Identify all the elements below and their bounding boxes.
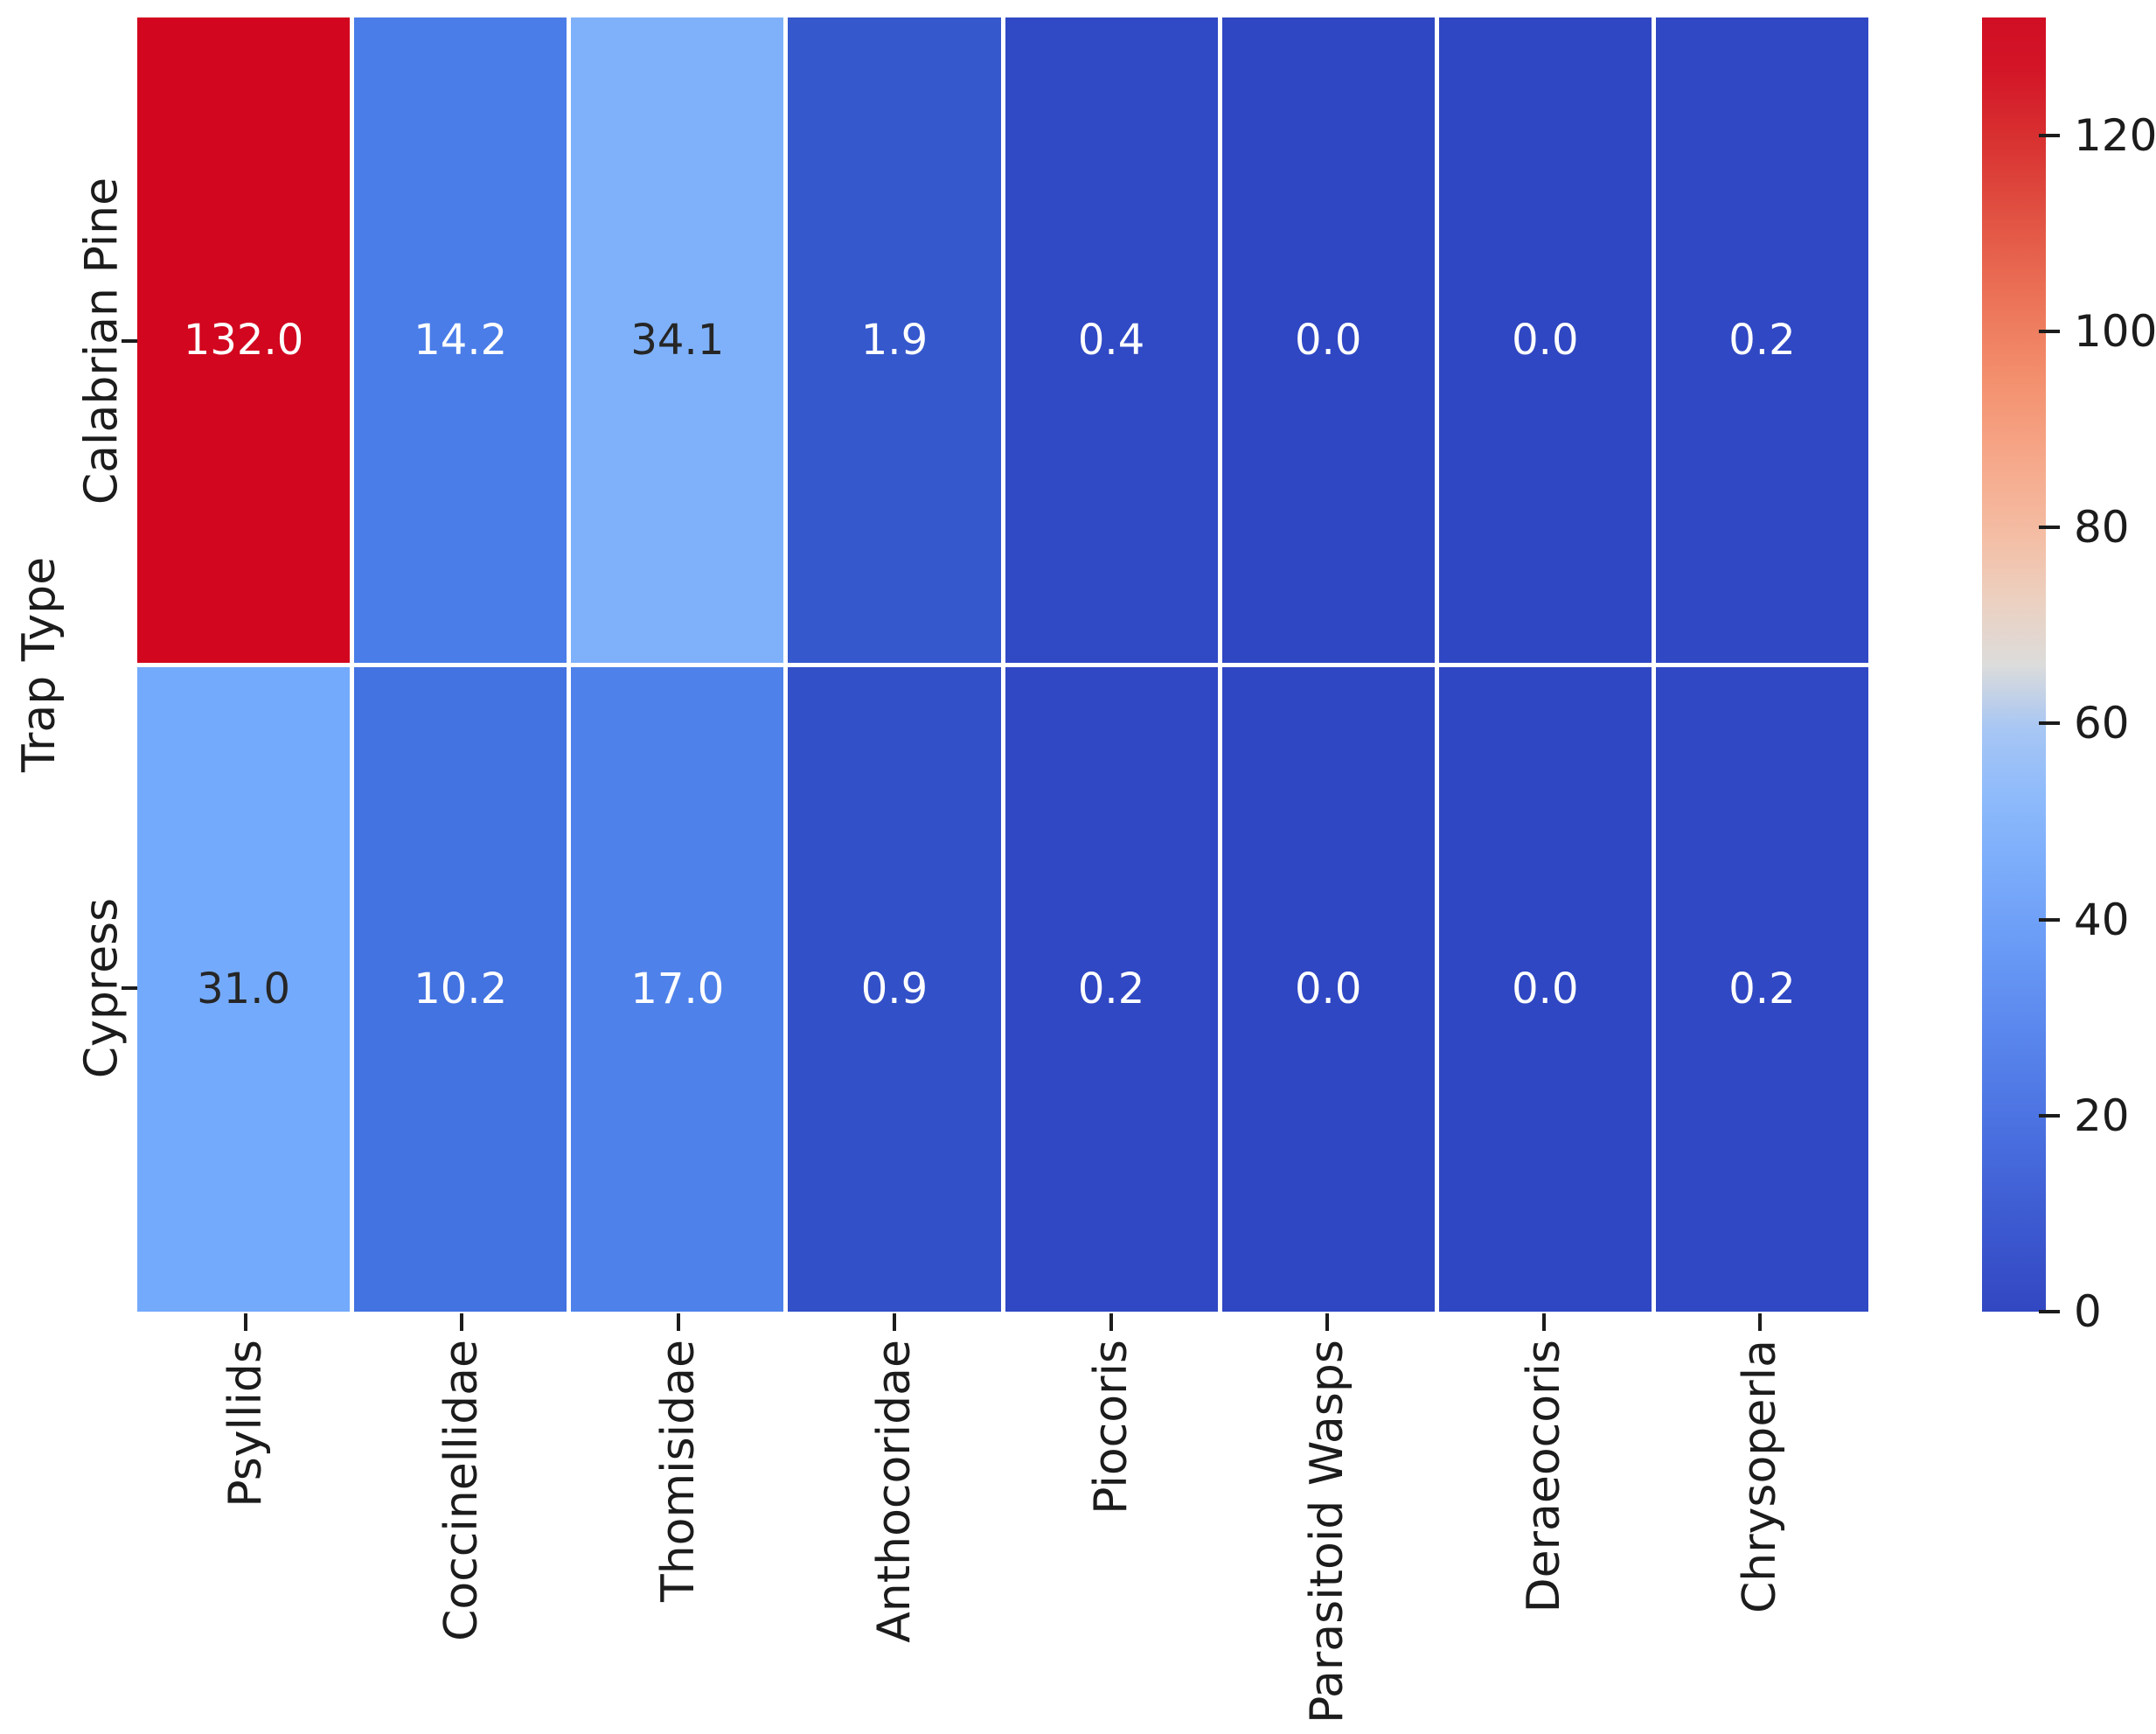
x-tick-mark [1541,1313,1546,1331]
x-tick-mark [1109,1313,1113,1331]
cell-value-label: 17.0 [630,964,725,1014]
cell-value-label: 0.0 [1512,315,1579,365]
heatmap-cell: 0.2 [1655,17,1868,663]
heatmap-cell: 34.1 [571,17,784,663]
colorbar-tick-label: 20 [2074,1090,2130,1141]
x-tick-label: Psyllids [219,1340,272,1508]
cell-value-label: 34.1 [630,315,725,365]
x-tick-mark [460,1313,464,1331]
x-tick-label: Anthocoridae [868,1340,922,1643]
heatmap-cell: 10.2 [354,666,567,1312]
cell-value-label: 0.4 [1077,315,1145,365]
x-tick-label: Thomisidae [651,1340,705,1603]
heatmap-cell: 0.9 [788,666,1001,1312]
cell-value-label: 10.2 [414,964,508,1014]
colorbar-tick-mark [2039,526,2060,530]
colorbar-tick-mark [2039,917,2060,922]
x-tick-label: Chrysoperla [1734,1340,1787,1614]
heatmap-cell: 0.0 [1221,17,1435,663]
heatmap-cell: 31.0 [137,666,351,1312]
colorbar-tick-mark [2039,1310,2060,1313]
y-tick-mark [122,339,137,343]
x-tick-mark [1758,1313,1763,1331]
colorbar-tick-mark [2039,1113,2060,1118]
cell-value-label: 0.2 [1077,964,1145,1014]
heatmap-cell: 0.0 [1221,666,1435,1312]
heatmap-cell: 0.0 [1438,17,1652,663]
heatmap-cell: 17.0 [571,666,784,1312]
y-axis-title: Trap Type [13,556,66,773]
x-tick-mark [893,1313,897,1331]
cell-value-label: 132.0 [183,315,304,365]
y-tick-mark [122,986,137,990]
cell-value-label: 14.2 [414,315,508,365]
x-tick-label: Piocoris [1084,1340,1137,1515]
heatmap-grid: 132.0 14.2 34.1 1.9 0.4 0.0 0.0 0.2 31.0 10.2 17.0… [137,17,1868,1312]
colorbar-tick-label: 100 [2074,305,2156,357]
colorbar-tick-mark [2039,329,2060,333]
x-tick-label: Coccinellidae [435,1340,489,1641]
cell-value-label: 0.0 [1295,315,1362,365]
x-tick-label: Parasitoid Wasps [1301,1340,1354,1724]
cell-value-label: 0.2 [1728,964,1796,1014]
colorbar-tick-label: 0 [2074,1286,2102,1337]
colorbar-tick-label: 120 [2074,109,2156,161]
heatmap-cell: 14.2 [354,17,567,663]
colorbar-tick-mark [2039,133,2060,137]
heatmap-cell: 1.9 [788,17,1001,663]
cell-value-label: 31.0 [197,964,290,1014]
heatmap-cell: 0.4 [1005,17,1218,663]
heatmap-cell: 132.0 [137,17,351,663]
x-tick-mark [243,1313,247,1331]
colorbar-tick-label: 60 [2074,698,2130,749]
x-tick-label: Deraeocoris [1517,1340,1570,1613]
colorbar-tick-label: 40 [2074,894,2130,945]
cell-value-label: 0.2 [1728,315,1796,365]
colorbar-tick-mark [2039,721,2060,726]
cell-value-label: 1.9 [860,315,928,365]
heatmap-cell: 0.2 [1655,666,1868,1312]
x-tick-mark [676,1313,680,1331]
cell-value-label: 0.9 [860,964,928,1014]
cell-value-label: 0.0 [1512,964,1579,1014]
colorbar [1982,17,2046,1312]
heatmap-cell: 0.2 [1005,666,1218,1312]
cell-value-label: 0.0 [1295,964,1362,1014]
colorbar-tick-label: 80 [2074,502,2130,554]
heatmap-cell: 0.0 [1438,666,1652,1312]
x-tick-mark [1325,1313,1330,1331]
